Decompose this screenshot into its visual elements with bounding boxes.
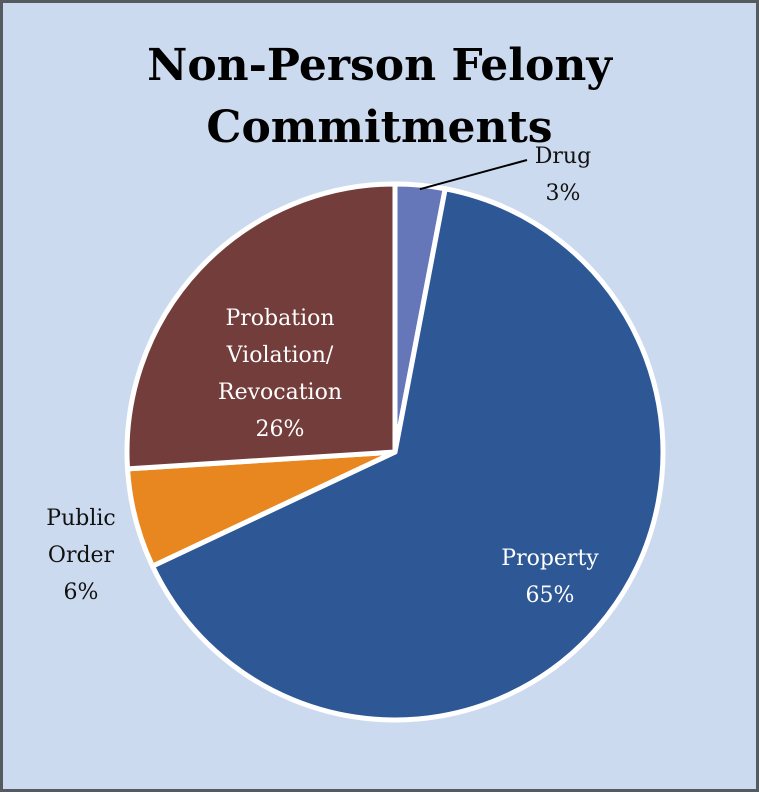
slice-name-line: Violation/: [226, 343, 334, 368]
chart-title-line-2: Commitments: [206, 102, 553, 153]
slice-value-label: 26%: [256, 417, 305, 442]
chart-title: Non-Person Felony Commitments: [3, 35, 756, 159]
slice-name-line: Public: [46, 506, 115, 531]
leader-line-drug: [419, 159, 528, 191]
slice-name-line: Order: [48, 543, 115, 568]
slice-value-label: 3%: [546, 181, 581, 206]
slice-label-probation-violation-revocation: Probation Violation/Revocation 26%: [218, 306, 342, 442]
slice-label-property: Property 65%: [501, 546, 599, 608]
pie-chart: Drug 3% Property 65% Public Order 6% Probation V…: [46, 144, 666, 723]
slice-label-drug: Drug 3%: [535, 144, 591, 206]
slice-name-line: Property: [501, 546, 599, 571]
slice-value-label: 6%: [64, 580, 99, 605]
slice-value-label: 65%: [526, 583, 575, 608]
slice-name-line: Drug: [535, 144, 591, 169]
slice-name-line: Revocation: [218, 380, 342, 405]
slice-label-public-order: Public Order 6%: [46, 506, 115, 605]
pie-slice-property: [150, 186, 666, 723]
slice-name-line: Probation: [225, 306, 334, 331]
chart-title-line-1: Non-Person Felony: [147, 40, 612, 91]
pie-slice-probation-violation-revocation: [124, 181, 398, 472]
